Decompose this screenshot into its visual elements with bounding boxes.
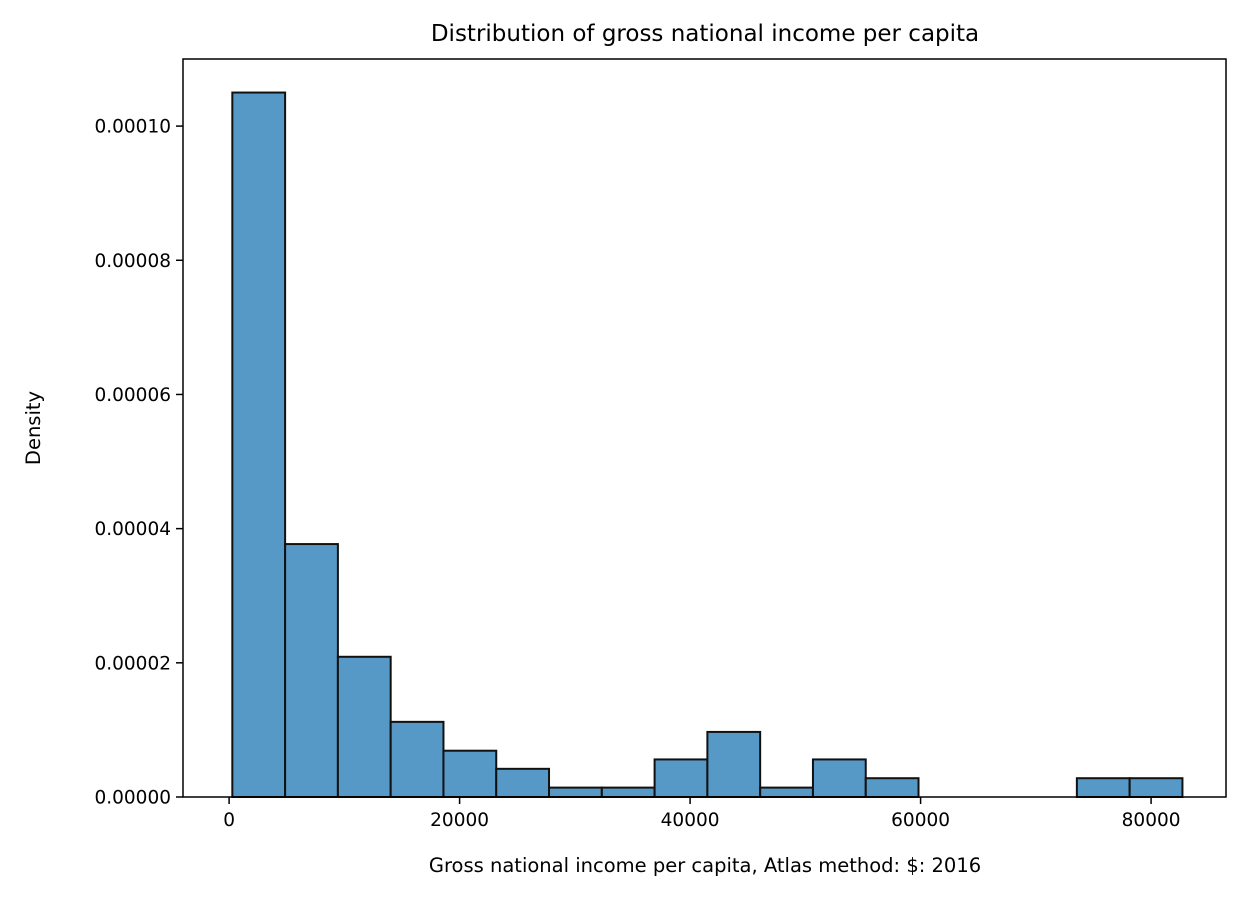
bars-group: [231, 91, 1184, 799]
histogram-bar: [231, 91, 287, 798]
y-axis-label: Density: [22, 391, 45, 465]
x-axis: 0 20000 40000 60000 80000: [223, 797, 1181, 831]
histogram-bar: [389, 720, 445, 798]
y-tick-label: 0.00004: [94, 519, 171, 540]
histogram-bar: [1128, 777, 1184, 798]
x-tick-label: 0: [223, 810, 235, 831]
x-tick-label: 80000: [1122, 810, 1181, 831]
histogram-bar: [864, 777, 920, 798]
histogram-bar: [1075, 777, 1131, 798]
y-axis: 0.00000 0.00002 0.00004 0.00006 0.00008 0.000…: [94, 117, 183, 809]
x-tick-label: 40000: [661, 810, 720, 831]
histogram-bar: [706, 730, 762, 798]
histogram-bar: [759, 786, 814, 799]
y-tick-label: 0.00006: [94, 385, 171, 406]
histogram-bar: [442, 749, 498, 799]
y-tick-label: 0.00010: [94, 117, 171, 138]
histogram-bar: [495, 767, 551, 799]
histogram-bar: [811, 758, 867, 798]
histogram-bar: [600, 786, 656, 799]
x-tick-label: 60000: [891, 810, 950, 831]
x-axis-label: Gross national income per capita, Atlas …: [429, 854, 981, 877]
histogram-bar: [653, 758, 709, 798]
axes-frame: [182, 58, 1227, 798]
histogram-bar: [548, 786, 603, 799]
histogram-bar: [336, 655, 392, 799]
histogram-bar: [284, 543, 339, 798]
x-tick-label: 20000: [430, 810, 489, 831]
y-tick-label: 0.00008: [94, 251, 171, 272]
y-tick-label: 0.00000: [94, 788, 171, 809]
y-tick-label: 0.00002: [94, 653, 171, 674]
chart-title: Distribution of gross national income pe…: [431, 21, 979, 47]
